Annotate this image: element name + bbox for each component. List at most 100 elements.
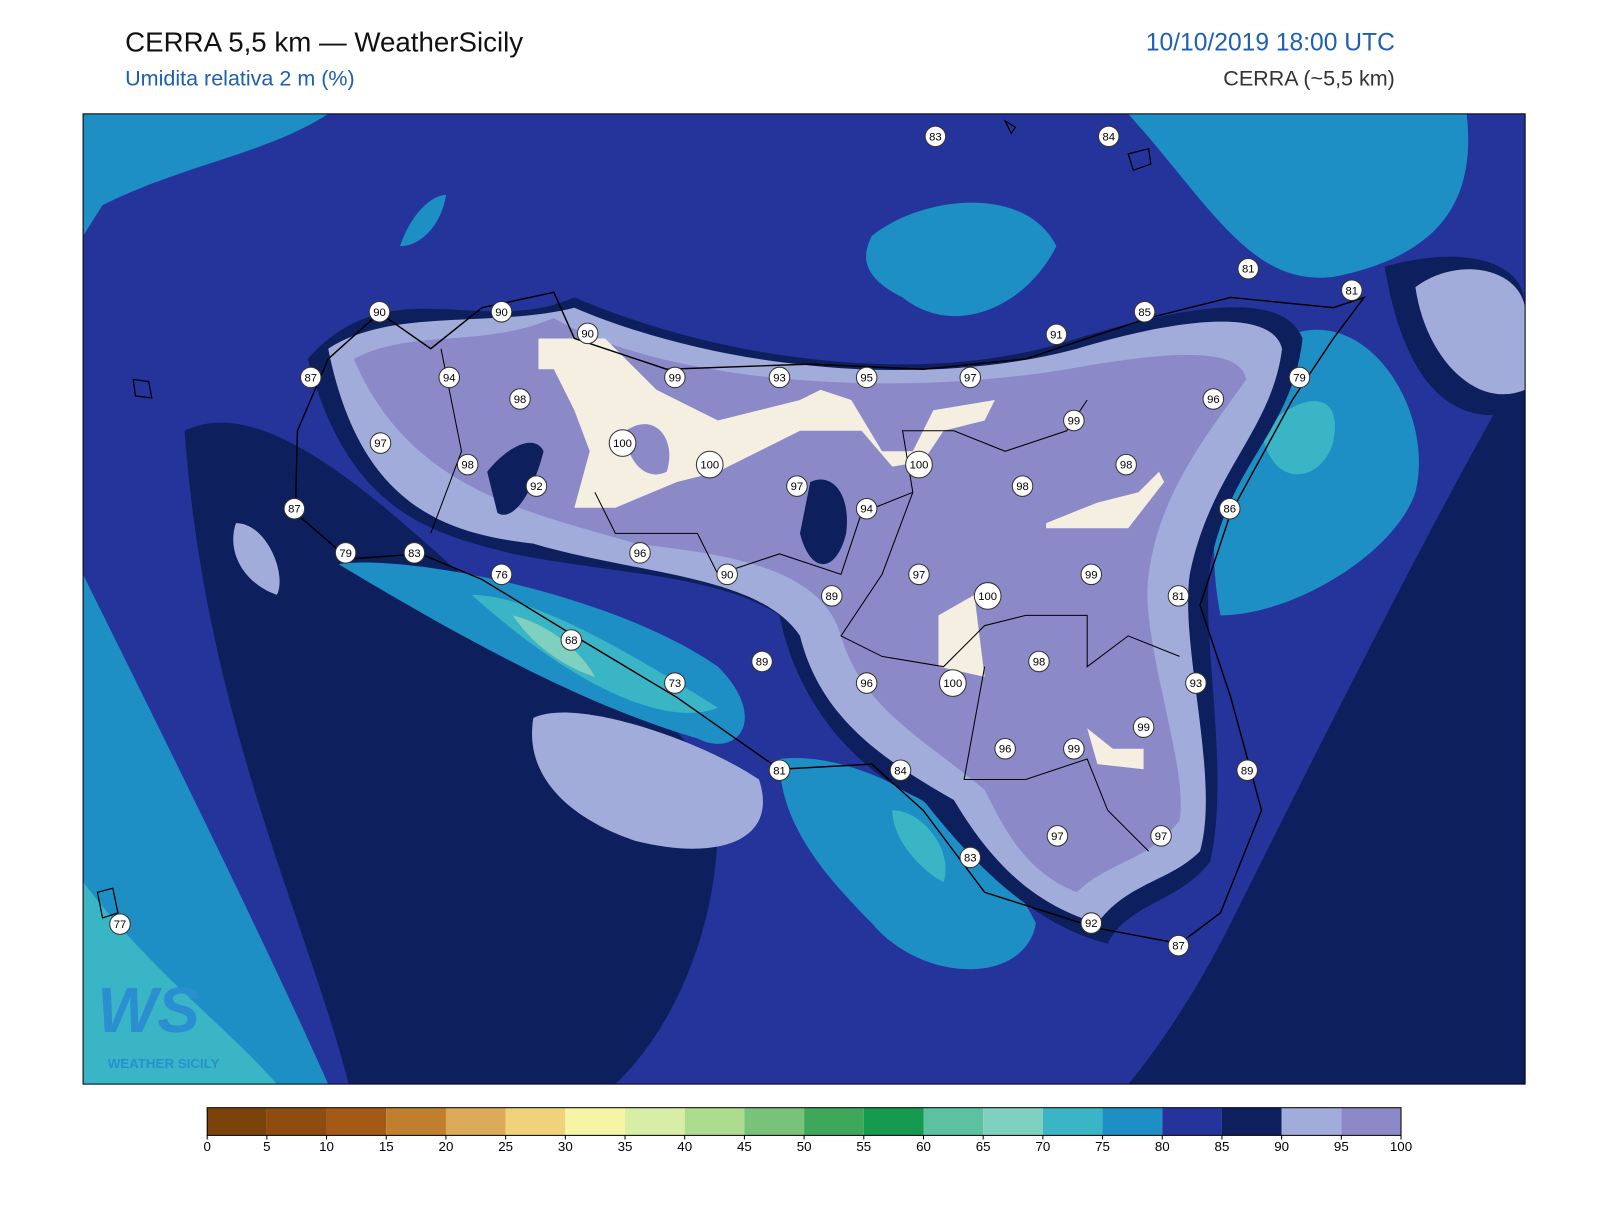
station-marker — [369, 432, 392, 454]
station-value: 87 — [1172, 941, 1185, 953]
contour — [83, 882, 277, 1085]
station-marker — [1080, 912, 1103, 934]
colorbar-tick-label: 10 — [319, 1139, 334, 1154]
station-marker — [1028, 650, 1050, 673]
station-marker — [855, 497, 878, 520]
station-value: 100 — [910, 460, 929, 472]
station-marker — [509, 388, 531, 410]
colorbar-tick-label: 95 — [1334, 1139, 1349, 1154]
station-value: 87 — [288, 504, 301, 516]
station-value: 79 — [1293, 372, 1306, 384]
station-value: 99 — [1068, 744, 1081, 756]
station-value: 81 — [1346, 285, 1359, 297]
subtitle: Umidita relativa 2 m (%) — [125, 67, 355, 91]
contour — [625, 424, 670, 475]
colorbar-tick-label: 5 — [263, 1139, 270, 1154]
colorbar-swatch — [1102, 1107, 1163, 1136]
station-marker — [664, 366, 686, 389]
station-value: 84 — [894, 765, 907, 777]
contour — [184, 422, 718, 1085]
contour — [532, 712, 763, 849]
station-value: 92 — [530, 481, 543, 493]
colorbar-swatch — [565, 1107, 626, 1136]
model: CERRA (~5,5 km) — [1223, 67, 1395, 91]
map: WS WEATHER SICILY 83 84 81 81 90 90 90 85 91 87 94… — [83, 113, 1526, 1085]
station-value: 83 — [964, 852, 977, 864]
logo: WS WEATHER SICILY — [97, 975, 219, 1071]
station-marker — [1011, 475, 1034, 497]
station-marker — [1063, 409, 1085, 432]
contour — [1128, 358, 1526, 1085]
station-value: 98 — [1120, 460, 1133, 472]
station-value: 99 — [1137, 722, 1150, 734]
colorbar-tick-label: 80 — [1155, 1139, 1170, 1154]
colorbar: 0 5 10 15 20 25 30 35 40 45 50 55 60 65 70 75 80 85 90 95 10… — [203, 1107, 1412, 1154]
colorbar-swatch — [1221, 1107, 1282, 1136]
station-value: 86 — [1223, 504, 1236, 516]
logo-letters: WS — [97, 975, 199, 1046]
station-marker — [959, 366, 982, 389]
station-value: 96 — [860, 678, 873, 690]
station-value: 98 — [1033, 657, 1046, 669]
colorbar-tick-label: 65 — [976, 1139, 991, 1154]
contour — [1261, 401, 1335, 475]
colorbar-tick-label: 20 — [439, 1139, 454, 1154]
station-marker — [1133, 301, 1156, 323]
contour — [1415, 269, 1526, 395]
colorbar-tick-label: 70 — [1035, 1139, 1050, 1154]
station-value: 93 — [1190, 678, 1203, 690]
station-marker — [786, 475, 808, 497]
station-marker — [1097, 125, 1120, 148]
contour — [487, 442, 544, 515]
station-marker — [716, 563, 738, 586]
colorbar-swatch — [923, 1107, 984, 1136]
colorbar-swatch — [386, 1107, 446, 1136]
station-marker — [608, 429, 637, 457]
colorbar-swatch — [326, 1107, 387, 1136]
station-marker — [908, 563, 930, 586]
station-marker — [1185, 672, 1207, 694]
station-marker — [821, 585, 843, 607]
station-marker — [438, 366, 460, 389]
station-value: 81 — [1172, 591, 1185, 603]
station-value: 83 — [408, 548, 421, 560]
station-value: 97 — [1155, 831, 1168, 843]
station-value: 97 — [791, 481, 804, 493]
colorbar-swatch — [1042, 1107, 1103, 1136]
station-marker — [1218, 497, 1241, 520]
contour — [512, 615, 595, 677]
station-marker — [695, 450, 724, 479]
contour — [800, 479, 847, 565]
station-value: 85 — [1138, 307, 1151, 319]
contour — [83, 113, 329, 236]
station-value: 97 — [1051, 831, 1064, 843]
station-marker — [560, 629, 583, 651]
station-marker — [1046, 825, 1069, 847]
station-marker — [299, 366, 322, 389]
map-frame — [82, 113, 1526, 1085]
station-marker — [994, 737, 1016, 760]
station-marker — [490, 301, 513, 323]
station-value: 68 — [565, 635, 578, 647]
colorbar-swatch — [625, 1107, 685, 1136]
station-marker — [1202, 388, 1225, 410]
station-value: 96 — [999, 744, 1012, 756]
station-marker — [456, 453, 479, 476]
station-value: 89 — [756, 657, 769, 669]
station-marker — [1115, 453, 1137, 476]
contour — [866, 202, 1057, 317]
station-value: 83 — [929, 131, 942, 143]
contour-100 — [1087, 728, 1144, 770]
station-value: 84 — [1102, 131, 1115, 143]
station-value: 99 — [1085, 569, 1098, 581]
station-marker — [1132, 716, 1155, 738]
contour — [1128, 113, 1469, 278]
colorbar-swatch — [744, 1107, 805, 1136]
station-marker — [1167, 934, 1190, 957]
station-marker — [1237, 257, 1259, 280]
station-marker — [1045, 323, 1068, 346]
station-marker — [768, 366, 791, 389]
station-value: 93 — [773, 372, 786, 384]
islands — [96, 119, 1152, 919]
colorbar-swatch — [1341, 1107, 1402, 1136]
